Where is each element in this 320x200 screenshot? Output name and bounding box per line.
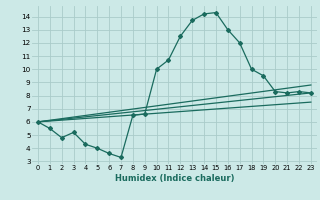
X-axis label: Humidex (Indice chaleur): Humidex (Indice chaleur) [115,174,234,183]
